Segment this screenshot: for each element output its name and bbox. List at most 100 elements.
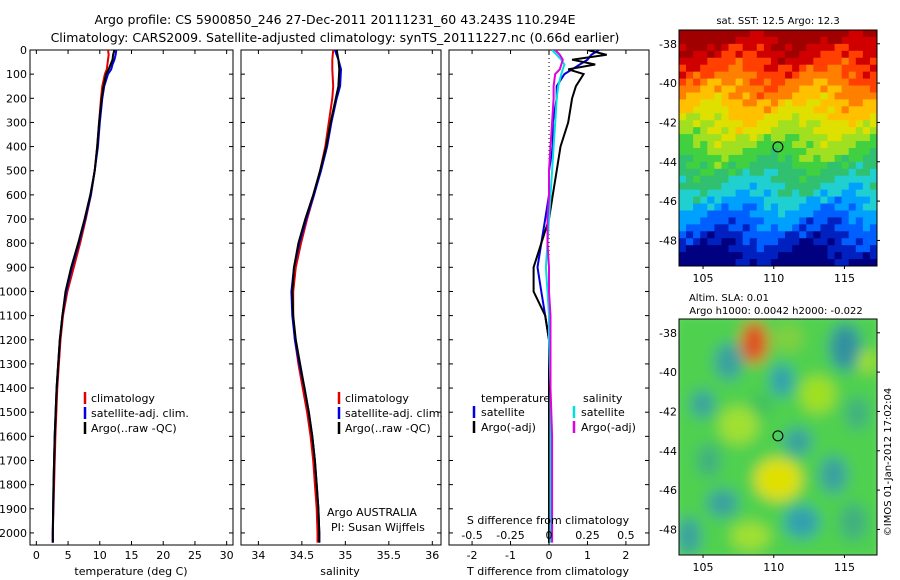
sst-cell (862, 64, 871, 73)
sst-cell (827, 217, 836, 225)
sst-cell (778, 161, 786, 170)
sst-cell (813, 189, 822, 198)
sst-cell (763, 36, 772, 45)
sst-cell (693, 231, 701, 239)
temperature-panel (51, 50, 118, 543)
sst-cell (728, 50, 737, 59)
sst-cell (834, 106, 843, 114)
depth-tick-label: 600 (6, 189, 27, 202)
sst-cell (778, 71, 786, 80)
sst-cell (728, 161, 737, 170)
sst-cell (869, 168, 877, 177)
sst-cell (792, 245, 800, 253)
sst-cell (841, 50, 850, 59)
sst-cell (869, 238, 877, 246)
sst-cell (848, 196, 857, 205)
sst-cell (820, 161, 829, 170)
sst-cell (749, 161, 758, 170)
sst-cell (806, 64, 814, 73)
sst-cell (770, 245, 779, 253)
sst-cell (742, 43, 751, 52)
sst-cell (778, 148, 786, 156)
sst-cell (763, 224, 772, 232)
sla-eddy (783, 427, 812, 456)
sst-cell (799, 99, 807, 107)
sst-cell (855, 120, 864, 128)
sst-cell (841, 99, 850, 107)
sst-cell (735, 217, 744, 225)
sst-cell (792, 78, 800, 87)
sst-cell (785, 259, 793, 266)
sst-cell (799, 210, 807, 219)
sla-map-axes: 105 110 115 -38 -40 -42 -44 -46 -48 (659, 327, 880, 574)
sst-cell (827, 154, 836, 163)
sst-cell (742, 120, 751, 128)
sst-cell (735, 85, 744, 94)
sst-cell (749, 113, 758, 121)
sst-cell (813, 43, 822, 52)
sst-cell (799, 252, 807, 260)
sst-cell (778, 203, 786, 212)
sst-cell (728, 30, 737, 38)
sst-cell (778, 43, 786, 52)
sst-cell (813, 175, 822, 184)
sst-cell (827, 224, 836, 232)
sst-cell (749, 259, 758, 266)
sst-cell (770, 217, 779, 225)
sst-cell (862, 210, 871, 219)
sst-cell (869, 106, 877, 114)
sst-cell (742, 50, 751, 59)
sst-cell (834, 168, 843, 177)
sst-cell (735, 238, 744, 246)
sst-cell (749, 106, 758, 114)
sst-cell (763, 92, 772, 101)
sst-cell (848, 189, 857, 198)
map-y-tick-label: -46 (659, 195, 677, 208)
sst-cell (848, 203, 857, 212)
sst-cell (770, 30, 779, 38)
t-difference-axis-label: T difference from climatology (466, 565, 629, 578)
sst-cell (770, 252, 779, 260)
sst-cell (707, 134, 715, 142)
sst-cell (785, 92, 793, 101)
sst-cell (700, 161, 708, 170)
sst-cell (820, 106, 829, 114)
sst-cell (848, 78, 857, 87)
sst-cell (834, 134, 843, 142)
depth-tick-label: 1900 (0, 503, 27, 516)
sst-cell (742, 113, 751, 121)
sst-cell (707, 196, 715, 205)
sst-cell (735, 224, 744, 232)
sst-cell (785, 210, 793, 219)
sst-cell (714, 127, 723, 135)
sla-map-frame (678, 318, 878, 556)
sst-cell (778, 134, 786, 142)
sst-cell (848, 175, 857, 184)
sst-cell (700, 78, 708, 87)
sst-cell (707, 64, 715, 73)
sst-cell (707, 92, 715, 101)
sst-cell (693, 134, 701, 142)
sst-cell (841, 127, 850, 135)
sst-cell (820, 175, 829, 184)
sst-cell (785, 99, 793, 107)
sst-cell (735, 203, 744, 212)
sst-cell (869, 175, 877, 184)
sst-cell (841, 224, 850, 232)
sst-cell (785, 64, 793, 73)
sst-cell (778, 30, 786, 38)
sst-cell (728, 252, 737, 260)
sst-cell (679, 99, 687, 107)
map-x-tick-label: 105 (693, 561, 714, 574)
sst-cell (862, 161, 871, 170)
sst-cell (778, 64, 786, 73)
sla-eddy (857, 349, 877, 374)
sla-eddy (772, 323, 804, 353)
sst-cell (763, 182, 772, 191)
legend-label-climatology: climatology (345, 392, 409, 405)
sst-cell (686, 203, 694, 212)
map-y-tick-label: -44 (659, 445, 677, 458)
sst-cell (686, 161, 694, 170)
sst-cell (785, 203, 793, 212)
sst-cell (679, 217, 687, 225)
